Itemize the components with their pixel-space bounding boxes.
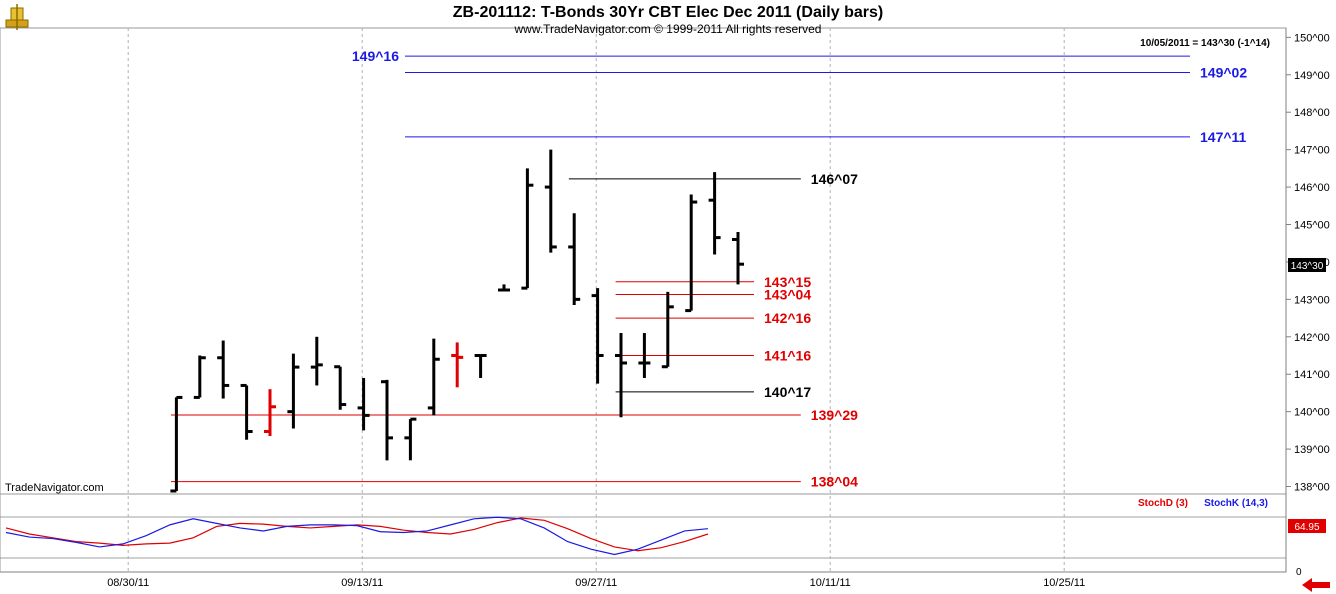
stoch-zero-tick: 0 — [1296, 567, 1302, 578]
level-label: 141^16 — [764, 348, 811, 364]
level-label: 149^02 — [1200, 65, 1247, 81]
ohlc-bar — [381, 379, 393, 461]
price-tick-label: 145^00 — [1294, 220, 1330, 232]
legend-stochd: StochD (3) — [1138, 498, 1188, 509]
date-tick-label: 09/27/11 — [575, 577, 617, 589]
last-price-badge — [1288, 258, 1326, 272]
date-tick-label: 10/25/11 — [1043, 577, 1085, 589]
ohlc-bar — [591, 288, 604, 384]
last-stoch-label: 64.95 — [1294, 522, 1319, 533]
ohlc-bar — [427, 338, 440, 416]
tradenavigator-logo-icon — [5, 4, 29, 30]
chart-title: ZB-201112: T-Bonds 30Yr CBT Elec Dec 201… — [453, 4, 883, 21]
level-label: 146^07 — [811, 171, 858, 187]
stoch-series-line — [5, 517, 709, 552]
ohlc-bar — [638, 333, 651, 378]
indicator-panel — [0, 493, 1287, 573]
ohlc-bar — [521, 168, 534, 290]
price-tick-label: 140^00 — [1294, 407, 1330, 419]
ohlc-bar — [193, 355, 206, 399]
ohlc-bar — [217, 340, 230, 399]
level-label: 143^15 — [764, 274, 811, 290]
stoch-series-line — [5, 516, 709, 556]
level-label: 142^16 — [764, 310, 811, 326]
ohlc-bar — [170, 395, 183, 493]
date-tick-label: 09/13/11 — [341, 577, 383, 589]
price-readout: 10/05/2011 = 143^30 (-1^14) — [1140, 38, 1270, 49]
legend-stochk: StochK (14,3) — [1204, 498, 1268, 509]
ohlc-bar — [287, 353, 300, 429]
ohlc-bar — [661, 291, 674, 369]
ohlc-bar — [498, 284, 510, 292]
last-price-label: 143^30 — [1291, 261, 1324, 272]
price-tick-label: 138^00 — [1294, 482, 1330, 494]
date-tick-label: 08/30/11 — [107, 577, 149, 589]
ohlc-bars — [170, 149, 744, 493]
price-tick-label: 143^00 — [1294, 294, 1330, 306]
ohlc-bar — [357, 377, 370, 431]
date-axis-ticks: 08/30/11 09/13/11 09/27/11 10/11/11 10/25/11 — [107, 577, 1085, 589]
level-label: 143^04 — [764, 286, 811, 302]
ohlc-bar — [544, 149, 557, 253]
date-tick-label: 10/11/11 — [810, 577, 851, 589]
ohlc-bar — [732, 231, 744, 285]
ohlc-bar — [264, 389, 276, 436]
ohlc-bar — [240, 383, 253, 440]
price-tick-label: 148^00 — [1294, 107, 1330, 119]
price-tick-label: 139^00 — [1294, 444, 1330, 456]
price-tick-label: 142^00 — [1294, 332, 1330, 344]
stochastic-lines — [5, 516, 709, 556]
ohlc-bar — [310, 336, 323, 386]
price-tick-label: 146^00 — [1294, 182, 1330, 194]
price-tick-label: 141^00 — [1294, 369, 1330, 381]
ohlc-bar — [685, 194, 698, 313]
level-label: 139^29 — [811, 407, 858, 423]
level-label: 149^16 — [352, 48, 399, 64]
price-tick-label: 150^00 — [1294, 32, 1330, 44]
ohlc-bar — [568, 213, 581, 305]
ohlc-bar — [708, 172, 721, 255]
copyright-text: www.TradeNavigator.com © 1999-2011 All r… — [514, 22, 822, 36]
scroll-left-arrow-icon[interactable] — [1302, 578, 1330, 592]
ohlc-bar — [404, 417, 417, 461]
ohlc-bar — [474, 354, 487, 378]
last-stoch-badge — [1288, 519, 1326, 533]
ohlc-bar — [334, 365, 347, 410]
level-label: 138^04 — [811, 474, 858, 490]
ohlc-bar — [451, 342, 464, 388]
level-label: 147^11 — [1200, 129, 1247, 145]
level-label: 140^17 — [764, 384, 811, 400]
price-panel — [0, 27, 1287, 495]
price-tick-label: 147^00 — [1294, 145, 1330, 157]
watermark-text: TradeNavigator.com — [5, 482, 104, 494]
ohlc-bar — [615, 333, 627, 418]
price-tick-label: 149^00 — [1294, 70, 1330, 82]
